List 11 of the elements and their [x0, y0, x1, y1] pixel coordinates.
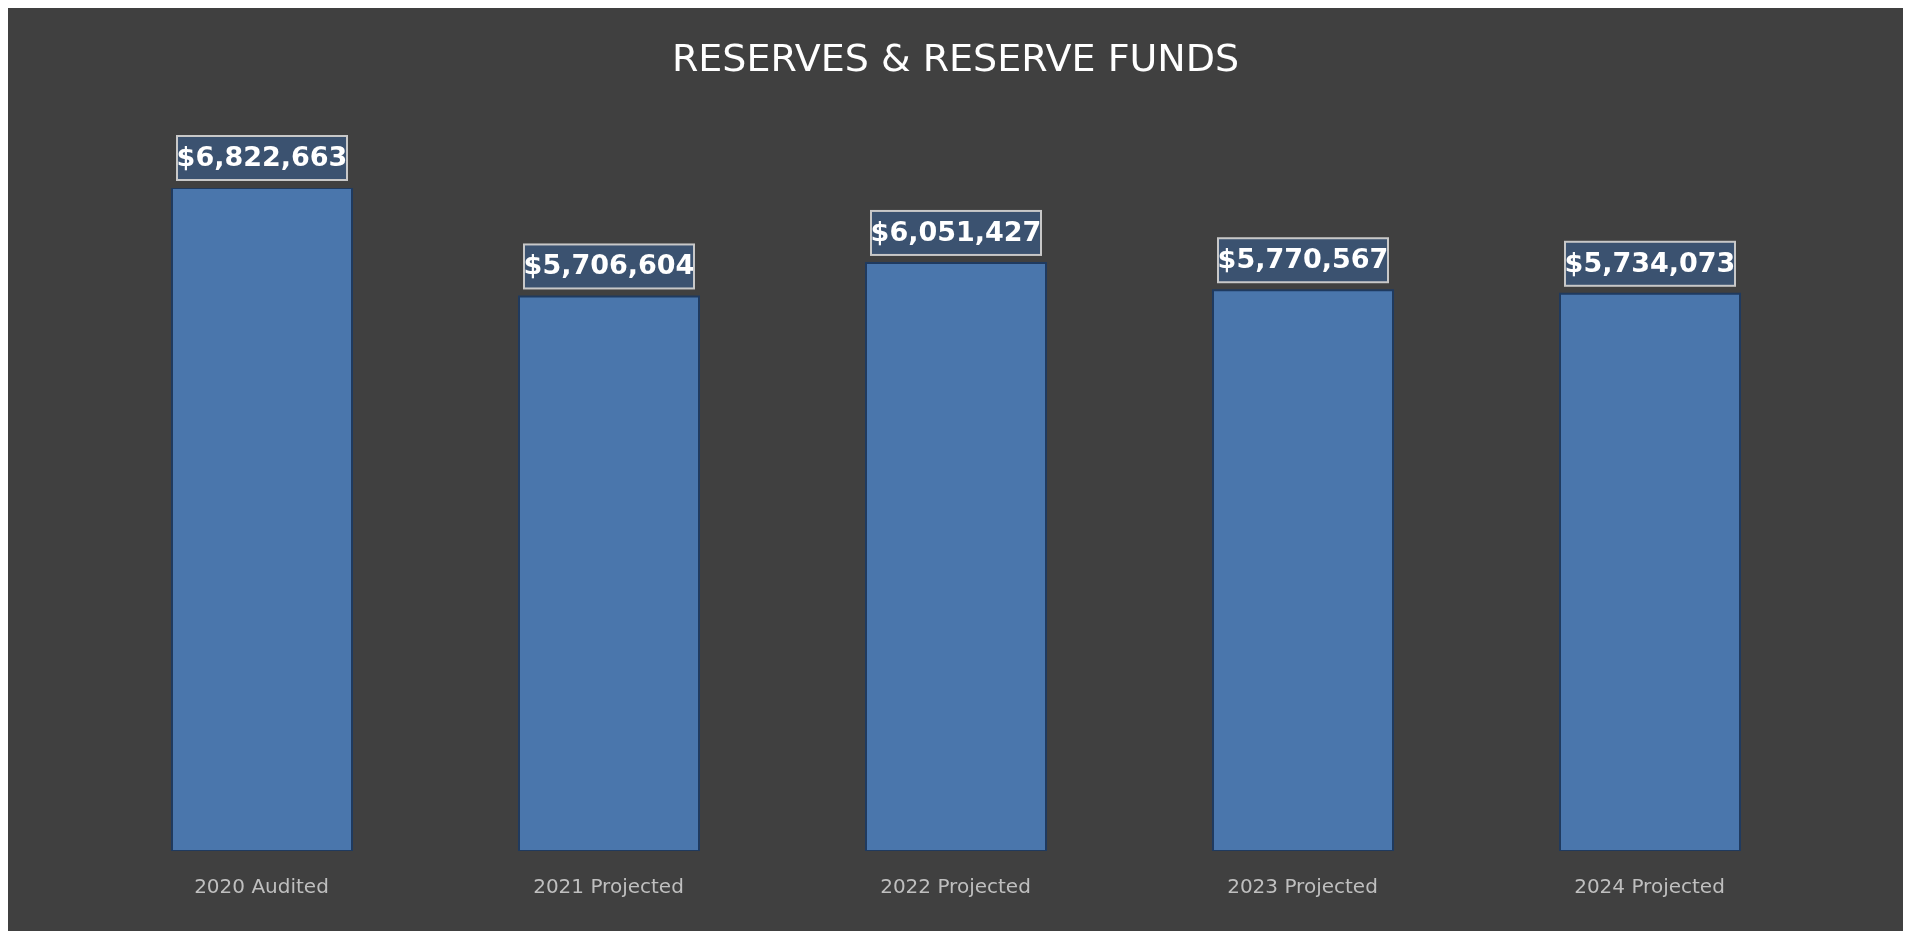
data-label: $5,706,604 [523, 249, 695, 281]
chart-title: RESERVES & RESERVE FUNDS [670, 35, 1241, 82]
data-label: $6,051,427 [870, 215, 1042, 247]
x-tick-label: 2020 Audited [194, 874, 329, 899]
x-tick-label: 2024 Projected [1574, 874, 1725, 899]
x-tick-label: 2023 Projected [1227, 874, 1378, 899]
data-label: $5,770,567 [1217, 243, 1389, 275]
data-label: $6,822,663 [176, 141, 348, 172]
x-tick-label: 2022 Projected [880, 874, 1031, 899]
x-tick-label: 2021 Projected [533, 874, 684, 899]
data-label: $5,734,073 [1564, 246, 1736, 278]
